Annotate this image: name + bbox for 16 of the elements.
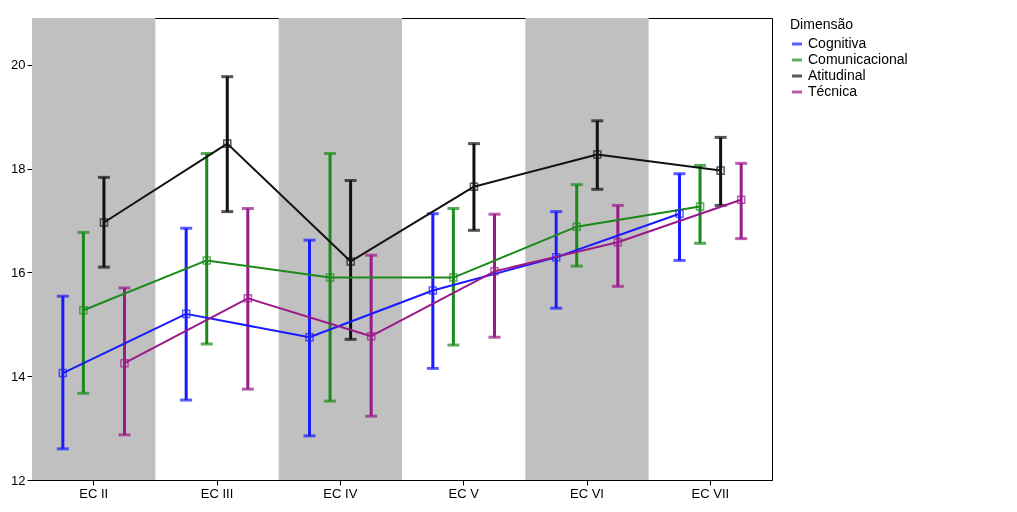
legend-label: Técnica [808,83,858,99]
x-tick-label: EC VII [691,485,730,501]
y-tick-label: 16 [11,264,26,280]
legend-title: Dimensão [790,16,854,32]
legend-label: Comunicacional [808,51,908,67]
x-tick-label: EC VI [570,485,604,501]
legend-label: Atitudinal [808,67,866,83]
y-tick-label: 14 [11,368,26,384]
y-tick-label: 18 [11,161,26,177]
x-tick-label: EC V [448,485,480,501]
x-tick-label: EC II [79,485,109,501]
y-tick-label: 20 [11,57,26,73]
legend-label: Cognitiva [808,35,867,51]
x-tick-label: EC III [200,485,234,501]
y-tick-label: 12 [11,472,26,488]
x-tick-label: EC IV [323,485,358,501]
